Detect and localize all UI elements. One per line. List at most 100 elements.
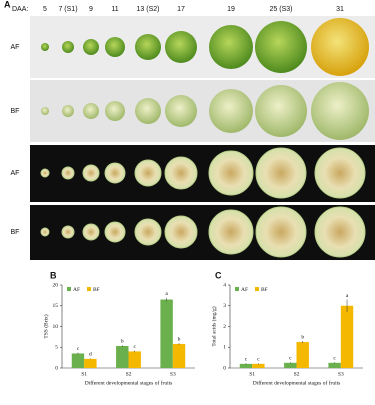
stage-label: 13 (S2)	[137, 6, 160, 13]
legend-swatch	[255, 287, 259, 291]
bar	[239, 363, 253, 368]
fruit-photo	[62, 41, 74, 53]
legend-label: BF	[261, 287, 268, 293]
y-tick-label: 5	[55, 345, 58, 351]
stage-label: 7 (S1)	[58, 6, 77, 13]
y-tick-label: 0	[223, 365, 226, 371]
bar	[71, 353, 85, 368]
stage-label: 19	[227, 6, 235, 13]
fruit-photo	[41, 43, 49, 51]
legend-label: BF	[93, 287, 100, 293]
fruit-photo	[314, 147, 366, 199]
significance-letter: c	[257, 356, 260, 362]
fruit-photo	[62, 105, 74, 117]
fruit-photo	[165, 31, 197, 63]
x-axis-label: Different developmental stages of fruits	[253, 379, 341, 386]
y-tick-label: 20	[53, 282, 59, 288]
fruit-photo	[61, 166, 75, 180]
fruit-photo	[83, 39, 99, 55]
row-label: BF	[11, 229, 20, 236]
fruit-photo	[134, 159, 162, 187]
x-tick-label: S2	[126, 371, 132, 377]
daa-label: DAA:	[12, 6, 28, 13]
fruit-photo	[255, 21, 307, 73]
stage-label: 17	[177, 6, 185, 13]
bar	[172, 343, 186, 368]
fruit-photo	[209, 89, 253, 133]
fruit-photo	[135, 98, 161, 124]
fruit-photo	[105, 101, 125, 121]
fruit-photo	[209, 25, 253, 69]
fruit-photo	[255, 206, 307, 258]
stage-label: 25 (S3)	[270, 6, 293, 13]
legend-swatch	[67, 287, 71, 291]
significance-letter: a	[165, 291, 168, 297]
panel-label: A	[4, 0, 11, 9]
y-tick-label: 10	[53, 324, 59, 330]
y-tick-label: 4	[223, 282, 226, 288]
legend-label: AF	[241, 287, 248, 293]
fruit-photo	[104, 162, 126, 184]
stage-label: 5	[43, 6, 47, 13]
bar	[284, 362, 297, 368]
bar	[328, 362, 341, 368]
legend-swatch	[235, 287, 239, 291]
fruit-photo	[314, 206, 366, 258]
x-tick-label: S3	[338, 371, 344, 377]
fruit-photo	[40, 227, 50, 237]
bar	[84, 358, 97, 368]
bar	[296, 342, 309, 368]
y-tick-label: 1	[223, 345, 226, 351]
y-tick-label: 2	[223, 324, 226, 330]
fruit-photo	[135, 34, 161, 60]
significance-letter: c	[133, 344, 136, 350]
row-label: AF	[11, 170, 20, 177]
fruit-photo	[165, 95, 197, 127]
fruit-photo	[41, 107, 49, 115]
significance-letter: c	[333, 355, 336, 361]
fruit-photo	[40, 168, 50, 178]
fruit-photo	[208, 150, 254, 196]
y-axis-label: Total acids (mg/g)	[210, 306, 217, 346]
panel-label: C	[215, 270, 222, 280]
fruit-photo	[164, 215, 198, 249]
stage-label: 31	[336, 6, 344, 13]
fruit-photo	[255, 147, 307, 199]
row-label: BF	[11, 108, 20, 115]
significance-letter: a	[346, 293, 349, 299]
fruit-photo	[208, 209, 254, 255]
x-tick-label: S1	[249, 371, 255, 377]
bar	[160, 299, 173, 368]
stage-label: 9	[89, 6, 93, 13]
x-tick-label: S1	[81, 371, 87, 377]
legend-swatch	[87, 287, 91, 291]
y-axis-label: TSS (Brix)	[42, 314, 49, 338]
significance-letter: c	[77, 346, 80, 352]
fruit-photo	[164, 156, 198, 190]
significance-letter: b	[301, 334, 304, 340]
bar	[252, 363, 265, 368]
fruit-photo	[82, 164, 100, 182]
fruit-photo	[255, 85, 307, 137]
significance-letter: c	[245, 356, 248, 362]
fruit-photo	[61, 225, 75, 239]
significance-letter: c	[289, 355, 292, 361]
y-tick-label: 3	[223, 303, 226, 309]
fruit-photo	[105, 37, 125, 57]
bar	[340, 305, 354, 368]
fruit-photo	[311, 18, 369, 76]
bar	[116, 346, 129, 368]
significance-letter: b	[178, 336, 181, 342]
fruit-photo	[104, 221, 126, 243]
fruit-photo	[134, 218, 162, 246]
fruit-photo	[83, 103, 99, 119]
stage-label: 11	[111, 6, 118, 13]
x-tick-label: S3	[170, 371, 176, 377]
x-tick-label: S2	[294, 371, 300, 377]
significance-letter: b	[121, 338, 124, 344]
bar	[128, 351, 141, 368]
y-tick-label: 0	[55, 365, 58, 371]
fruit-photo	[82, 223, 100, 241]
y-tick-label: 15	[53, 303, 59, 309]
